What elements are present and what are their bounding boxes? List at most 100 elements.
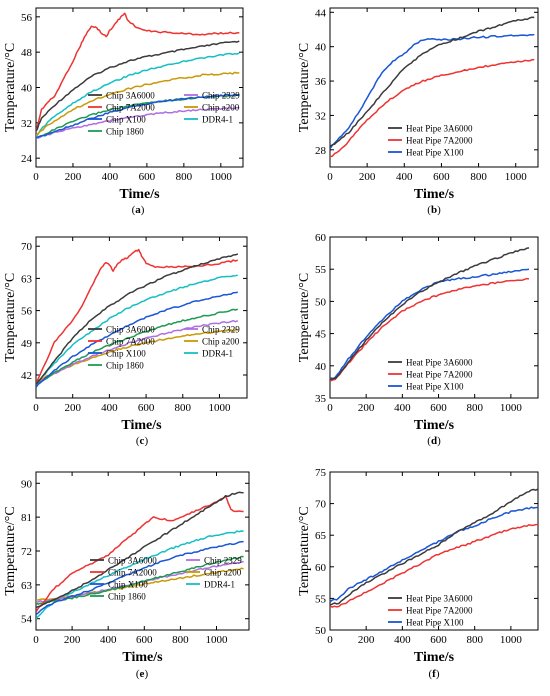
x-tick-label: 800	[175, 402, 192, 414]
legend-label: Chip 7A2000	[108, 568, 157, 578]
series-line-3a6000	[36, 491, 244, 609]
y-tick-label: 24	[21, 153, 33, 165]
y-tick-label: 40	[21, 83, 33, 95]
series-line-7a2000	[36, 12, 240, 132]
y-axis-label: Temperature/°C	[297, 273, 312, 362]
series-line-ddr4-1	[36, 274, 238, 385]
series-line-3a6000	[36, 253, 239, 385]
legend-label: Chip a200	[202, 103, 240, 113]
series-line-x100	[330, 33, 535, 150]
x-tick-label: 400	[396, 171, 413, 183]
x-tick-label: 600	[433, 171, 450, 183]
legend-label: Heat Pipe 7A2000	[406, 370, 473, 380]
x-tick-label: 400	[100, 634, 117, 646]
x-tick-label: 0	[33, 402, 39, 414]
y-axis-label: Temperature/°C	[3, 273, 18, 362]
x-tick-label: 800	[172, 634, 189, 646]
x-tick-label: 200	[64, 402, 81, 414]
y-tick-label: 65	[315, 530, 327, 542]
x-tick-label: 0	[327, 402, 333, 414]
panel-a: 0 200 400 600 800 1000 24 32 40 48 56 Time/s Tempera…	[3, 7, 244, 216]
y-tick-label: 60	[315, 232, 327, 244]
plot-frame	[35, 471, 250, 631]
x-tick-label: 400	[394, 402, 411, 414]
series-line-x100	[330, 268, 530, 380]
plot-frame	[329, 471, 539, 631]
x-tick-label: 200	[358, 634, 375, 646]
legend-label: Chip 3A6000	[106, 91, 155, 101]
legend-label: Chip 7A2000	[106, 103, 155, 113]
panel-e: 0 200 400 600 800 1000 54 63 72 81 90 Time/s Tempera…	[3, 471, 250, 680]
series-line-1860	[36, 555, 244, 605]
panel-caption: (c)	[136, 435, 149, 447]
y-tick-label: 56	[21, 306, 33, 318]
plot-frame	[329, 7, 539, 168]
y-tick-label: 63	[21, 580, 33, 592]
legend: Chip 3A6000 Chip 2329 Chip 7A2000 Chip a200…	[88, 91, 240, 137]
y-tick-label: 50	[315, 625, 327, 637]
panel-caption: (d)	[427, 435, 441, 447]
x-tick-label: 200	[65, 171, 82, 183]
plot-frame	[35, 7, 244, 168]
series-line-a200	[36, 71, 240, 136]
panel-c: 0 200 400 600 800 1000 42 49 56 63 70 Time/s Tempera…	[3, 236, 248, 447]
x-tick-label: 400	[102, 171, 119, 183]
y-tick-label: 36	[315, 76, 327, 88]
y-tick-label: 54	[21, 614, 33, 626]
series-line-ddr4-1	[36, 52, 240, 138]
x-tick-label: 1000	[208, 402, 231, 414]
series-line-3a6000	[330, 247, 530, 380]
x-tick-label: 1000	[500, 634, 523, 646]
y-tick-label: 55	[315, 593, 327, 605]
legend-label: Heat Pipe X100	[406, 618, 464, 628]
legend: Heat Pipe 3A6000 Heat Pipe 7A2000 Heat Pip…	[388, 124, 473, 158]
x-tick-label: 1000	[206, 634, 229, 646]
panel-caption: (f)	[428, 668, 439, 680]
legend: Heat Pipe 3A6000 Heat Pipe 7A2000 Heat Pip…	[388, 594, 473, 628]
legend-label: Heat Pipe X100	[406, 148, 464, 158]
x-tick-label: 400	[394, 634, 411, 646]
series-line-ddr4-1	[36, 530, 244, 620]
plot-frame	[35, 236, 248, 399]
y-tick-label: 28	[315, 145, 327, 157]
legend-label: Chip 2329	[202, 91, 240, 101]
x-tick-label: 800	[470, 171, 487, 183]
series-line-7a2000	[330, 58, 535, 158]
series-line-7a2000	[330, 523, 538, 608]
panel-caption: (e)	[136, 668, 149, 680]
x-axis-label: Time/s	[414, 650, 455, 665]
y-tick-label: 32	[21, 118, 32, 130]
legend-label: Chip 1860	[106, 361, 144, 371]
x-tick-label: 0	[33, 171, 39, 183]
x-tick-label: 400	[101, 402, 118, 414]
legend-label: Chip 2329	[202, 325, 240, 335]
legend: Chip 3A6000 Chip 2329 Chip 7A2000 Chip a200…	[88, 325, 240, 371]
x-tick-label: 200	[64, 634, 81, 646]
y-tick-label: 32	[315, 110, 326, 122]
y-tick-label: 50	[315, 296, 327, 308]
legend: Heat Pipe 3A6000 Heat Pipe 7A2000 Heat Pip…	[388, 358, 473, 392]
y-tick-label: 40	[315, 361, 327, 373]
series-line-3a6000	[330, 16, 535, 148]
legend-label: Chip 1860	[108, 592, 146, 602]
series-line-x100	[36, 540, 244, 616]
y-tick-label: 49	[21, 338, 33, 350]
legend-label: Heat Pipe 3A6000	[406, 358, 473, 368]
legend-label: Heat Pipe 3A6000	[406, 124, 473, 134]
y-axis-label: Temperature/°C	[297, 43, 312, 132]
legend-label: DDR4-1	[204, 580, 235, 590]
x-axis-label: Time/s	[414, 187, 455, 202]
legend-label: Chip 2329	[204, 556, 242, 566]
legend-label: Heat Pipe X100	[406, 382, 464, 392]
series-line-1860	[36, 308, 239, 386]
y-tick-label: 75	[315, 467, 327, 479]
x-tick-label: 600	[430, 634, 447, 646]
x-tick-label: 800	[466, 634, 483, 646]
y-tick-label: 70	[21, 241, 33, 253]
x-tick-label: 0	[327, 634, 333, 646]
legend-label: Chip 3A6000	[108, 556, 157, 566]
y-axis-label: Temperature/°C	[297, 506, 312, 595]
legend-label: DDR4-1	[202, 349, 233, 359]
series-line-3a6000	[36, 40, 240, 132]
